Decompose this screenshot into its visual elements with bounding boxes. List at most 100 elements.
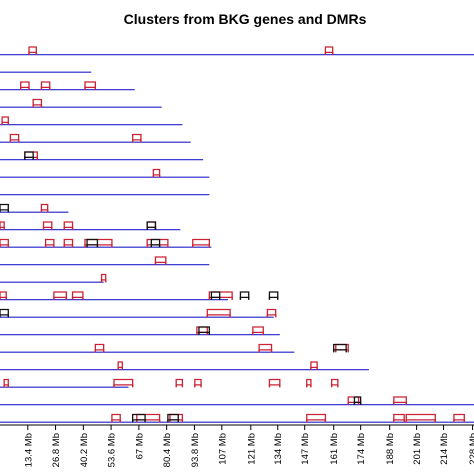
dmr-cluster-mark-top bbox=[0, 221, 5, 230]
bkg-cluster-mark-top bbox=[146, 221, 157, 230]
dmr-cluster-mark-top bbox=[53, 291, 67, 300]
x-tick-label: 93.8 Mb bbox=[190, 433, 201, 467]
dmr-cluster-mark-bottom bbox=[206, 314, 231, 318]
dmr-cluster-mark-bottom bbox=[63, 226, 74, 230]
x-tick-label: 201 Mb bbox=[412, 433, 423, 465]
dmr-cluster-mark-bottom bbox=[175, 384, 184, 388]
x-tick-label: 40.2 Mb bbox=[79, 433, 90, 467]
dmr-cluster-mark-bottom bbox=[32, 104, 43, 108]
dmr-cluster-mark-top bbox=[206, 308, 231, 318]
dmr-cluster-mark-top bbox=[306, 378, 312, 388]
dmr-cluster-mark-top bbox=[324, 46, 334, 55]
dmr-cluster-mark-bottom bbox=[63, 244, 74, 248]
chromosome-track bbox=[0, 273, 107, 283]
dmr-cluster-mark-bottom bbox=[71, 296, 84, 300]
dmr-cluster-mark-top bbox=[152, 168, 161, 178]
dmr-cluster-mark-top bbox=[330, 378, 339, 388]
x-tick-label: 121 Mb bbox=[246, 433, 257, 465]
dmr-cluster-mark-top bbox=[393, 413, 405, 423]
bkg-cluster-mark-bottom bbox=[333, 349, 347, 353]
chromosome-track bbox=[0, 361, 369, 371]
dmr-cluster-mark-bottom bbox=[113, 384, 134, 388]
dmr-cluster-mark-top bbox=[208, 291, 233, 300]
dmr-cluster-mark-bottom bbox=[405, 419, 436, 423]
bkg-cluster-mark-bottom bbox=[0, 314, 9, 318]
dmr-cluster-mark-top bbox=[113, 378, 134, 388]
dmr-cluster-mark-top bbox=[1, 116, 9, 125]
dmr-cluster-mark-bottom bbox=[1, 121, 9, 125]
x-tick-label: 80.4 Mb bbox=[162, 433, 173, 467]
dmr-cluster-mark-top bbox=[0, 291, 7, 300]
dmr-cluster-mark-bottom bbox=[192, 244, 210, 248]
bkg-cluster-mark-bottom bbox=[167, 419, 179, 423]
bkg-cluster-mark-top bbox=[0, 308, 9, 318]
dmr-cluster-mark-top bbox=[84, 238, 113, 248]
dmr-cluster-mark-bottom bbox=[132, 139, 142, 143]
dmr-cluster-mark-bottom bbox=[117, 366, 123, 370]
dmr-cluster-mark-bottom bbox=[0, 296, 7, 300]
dmr-cluster-mark-top bbox=[71, 291, 84, 300]
dmr-cluster-mark-top bbox=[28, 46, 37, 55]
x-tick-label: 67 Mb bbox=[134, 433, 145, 459]
dmr-cluster-mark-top bbox=[146, 221, 157, 230]
dmr-cluster-mark-bottom bbox=[347, 401, 360, 405]
bkg-cluster-mark-bottom bbox=[150, 244, 161, 248]
dmr-cluster-mark-bottom bbox=[453, 419, 465, 423]
x-tick-label: 13.4 Mb bbox=[23, 433, 34, 467]
dmr-cluster-mark-top bbox=[192, 238, 210, 248]
dmr-cluster-mark-top bbox=[393, 396, 407, 405]
chromosome-track bbox=[0, 98, 162, 108]
dmr-cluster-mark-top bbox=[32, 98, 43, 108]
x-tick-label: 161 Mb bbox=[329, 433, 340, 465]
dmr-cluster-mark-bottom bbox=[154, 261, 167, 265]
dmr-cluster-mark-bottom bbox=[266, 314, 277, 318]
chromosome-track bbox=[0, 168, 210, 178]
dmr-cluster-mark-bottom bbox=[53, 296, 67, 300]
dmr-cluster-mark-bottom bbox=[3, 384, 9, 388]
dmr-cluster-mark-top bbox=[347, 396, 360, 405]
dmr-cluster-mark-bottom bbox=[324, 51, 334, 55]
dmr-cluster-mark-top bbox=[20, 81, 30, 90]
chromosome-track bbox=[0, 291, 279, 301]
x-tick-label: 53.6 Mb bbox=[107, 433, 118, 467]
dmr-cluster-mark-bottom bbox=[152, 174, 161, 178]
bkg-cluster-mark-bottom bbox=[132, 419, 146, 423]
dmr-cluster-mark-bottom bbox=[42, 226, 53, 230]
dmr-cluster-mark-bottom bbox=[136, 419, 161, 423]
chromosome-track bbox=[0, 396, 474, 406]
dmr-cluster-mark-top bbox=[42, 221, 53, 230]
dmr-cluster-mark-bottom bbox=[393, 401, 407, 405]
x-tick-label: 147 Mb bbox=[300, 433, 311, 465]
x-tick-label: 228 Mb bbox=[468, 433, 474, 465]
dmr-cluster-mark-top bbox=[84, 81, 96, 90]
dmr-cluster-mark-bottom bbox=[0, 244, 9, 248]
bkg-cluster-mark-top bbox=[333, 343, 347, 353]
dmr-cluster-mark-top bbox=[453, 413, 465, 423]
dmr-cluster-mark-top bbox=[136, 413, 161, 423]
dmr-cluster-mark-top bbox=[266, 308, 277, 318]
bkg-cluster-mark-top bbox=[132, 413, 146, 423]
dmr-cluster-mark-bottom bbox=[94, 349, 105, 353]
bkg-cluster-mark-bottom bbox=[146, 226, 157, 230]
chromosome-track bbox=[0, 46, 474, 56]
dmr-cluster-mark-bottom bbox=[310, 366, 318, 370]
dmr-cluster-mark-bottom bbox=[111, 419, 121, 423]
x-axis: 13.4 Mb 26.8 Mb 40.2 Mb 53.6 Mb 67 Mb 80.4 Mb… bbox=[0, 424, 474, 467]
x-tick-label: 214 Mb bbox=[439, 433, 450, 465]
x-tick-label: 26.8 Mb bbox=[51, 433, 62, 467]
x-tick-label: 174 Mb bbox=[356, 433, 367, 465]
bkg-cluster-mark-top bbox=[353, 396, 362, 405]
dmr-cluster-mark-top bbox=[132, 133, 142, 143]
dmr-cluster-mark-top bbox=[258, 343, 273, 353]
bkg-cluster-mark-bottom bbox=[239, 296, 250, 300]
bkg-cluster-mark-bottom bbox=[0, 209, 9, 213]
bkg-cluster-mark-bottom bbox=[268, 296, 279, 300]
dmr-cluster-mark-bottom bbox=[100, 279, 107, 283]
bkg-cluster-mark-top bbox=[268, 291, 279, 300]
dmr-cluster-mark-bottom bbox=[9, 139, 20, 143]
dmr-cluster-mark-bottom bbox=[258, 349, 273, 353]
bkg-cluster-mark-bottom bbox=[24, 156, 34, 160]
chart-title: Clusters from BKG genes and DMRs bbox=[124, 11, 367, 27]
dmr-cluster-mark-top bbox=[405, 413, 436, 423]
